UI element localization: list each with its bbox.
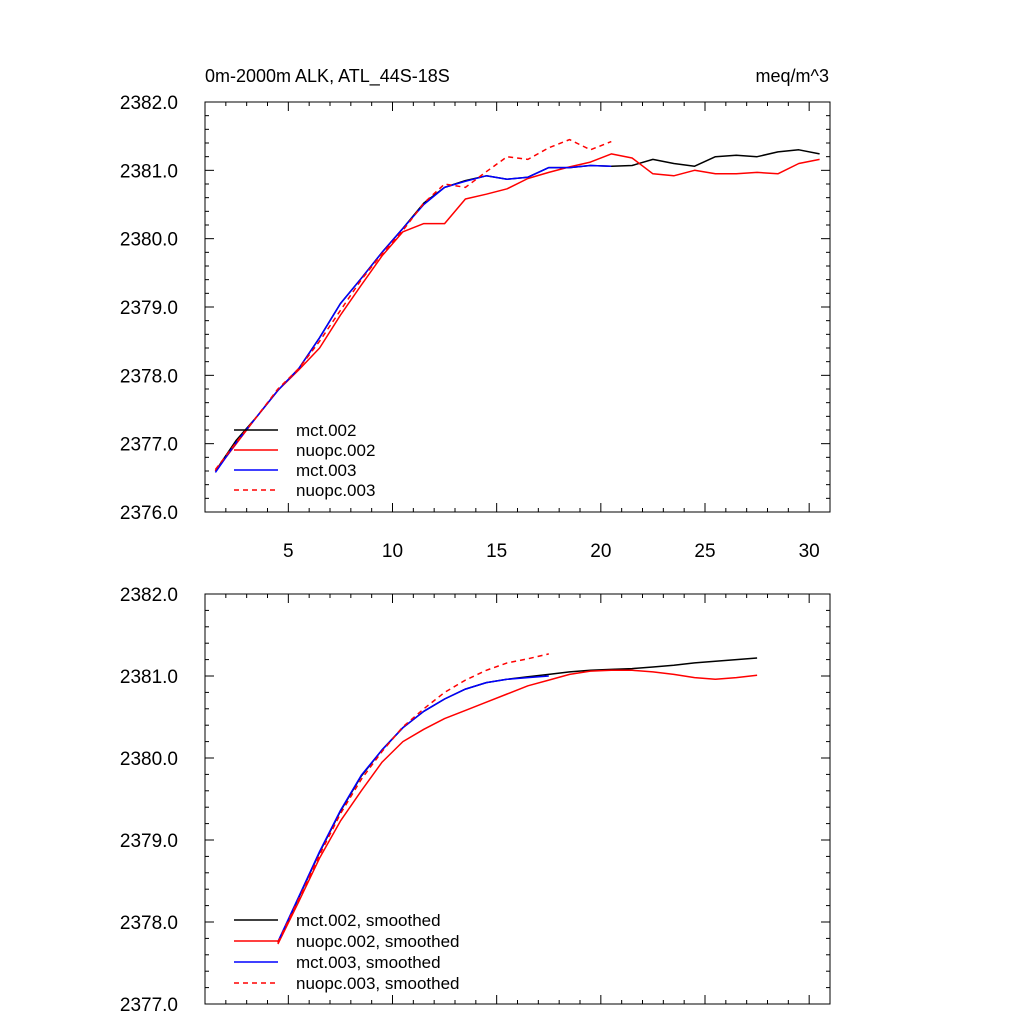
series-line <box>277 653 549 943</box>
y-tick-label: 2380.0 <box>120 749 178 770</box>
x-tick-label: 10 <box>382 541 403 562</box>
legend-label: nuopc.003, smoothed <box>296 974 460 993</box>
x-tick-label: 20 <box>590 541 611 562</box>
legend-label: mct.003 <box>296 461 356 480</box>
panel-top-raw: 0m-2000m ALK, ATL_44S-18S meq/m^3 2376.0… <box>120 66 831 562</box>
legend-label: nuopc.002, smoothed <box>296 932 460 951</box>
x-tick-label: 15 <box>486 541 507 562</box>
y-tick-label: 2381.0 <box>120 161 178 182</box>
series-line <box>277 669 758 945</box>
y-tick-label: 2382.0 <box>120 585 178 606</box>
y-tick-label: 2382.0 <box>120 93 178 114</box>
legend-label: mct.003, smoothed <box>296 953 441 972</box>
legend-label: mct.002 <box>296 421 356 440</box>
plot-area-top: 2376.0 2377.0 2378.0 2379.0 2380.0 2381.0 2382… <box>120 93 831 562</box>
x-tick-label: 30 <box>799 541 820 562</box>
y-tick-label: 2377.0 <box>120 995 178 1016</box>
legend-label: nuopc.003 <box>296 481 375 500</box>
series-line <box>214 153 820 472</box>
chart-units: meq/m^3 <box>756 66 829 86</box>
legend-label: nuopc.002 <box>296 441 375 460</box>
y-tick-label: 2378.0 <box>120 913 178 934</box>
x-tick-label: 25 <box>694 541 715 562</box>
series-line <box>277 675 549 943</box>
y-tick-label: 2381.0 <box>120 667 178 688</box>
panel-bottom-smoothed: 2377.0 2378.0 2379.0 2380.0 2381.0 2382.0 mct.… <box>120 585 831 1016</box>
y-tick-label: 2380.0 <box>120 230 178 251</box>
series-line <box>214 138 612 471</box>
series-line <box>214 164 612 473</box>
plot-area-bottom: 2377.0 2378.0 2379.0 2380.0 2381.0 2382.0 mct.… <box>120 585 831 1016</box>
y-tick-label: 2379.0 <box>120 831 178 852</box>
series-line <box>277 657 758 943</box>
y-tick-label: 2379.0 <box>120 298 178 319</box>
legend-label: mct.002, smoothed <box>296 911 441 930</box>
chart-title: 0m-2000m ALK, ATL_44S-18S <box>205 66 450 87</box>
y-tick-label: 2378.0 <box>120 366 178 387</box>
y-tick-label: 2377.0 <box>120 435 178 456</box>
x-tick-label: 5 <box>283 541 294 562</box>
y-tick-label: 2376.0 <box>120 503 178 524</box>
